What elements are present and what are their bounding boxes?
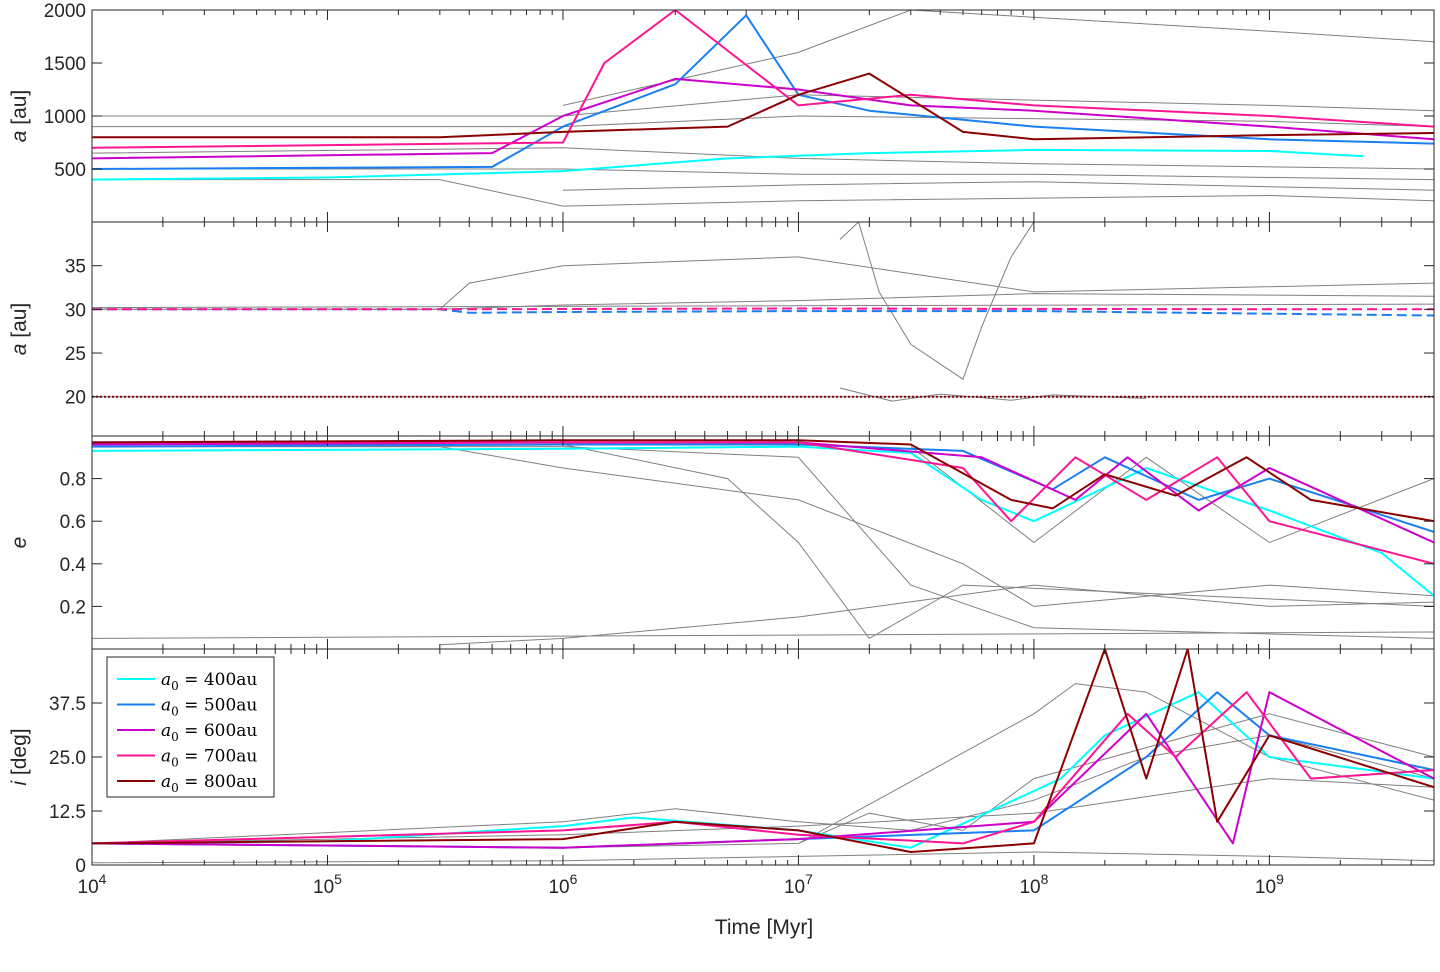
background-line-a_tno-6 — [562, 181, 1434, 191]
background-line-a_planets-5 — [839, 387, 1147, 402]
y-tick-label-a_planets-3: 35 — [65, 257, 86, 278]
x-tick-label-4: 108 — [1019, 871, 1048, 898]
legend-label-2: a0 = 600au — [161, 721, 257, 744]
y-tick-label-i-2: 25.0 — [49, 748, 86, 769]
plot-area-i — [92, 649, 1434, 864]
series-line-i-2 — [92, 691, 1434, 849]
background-line-e-0 — [92, 446, 1434, 607]
series-line-i-1 — [92, 691, 1434, 849]
y-tick-label-a_tno-2: 1500 — [44, 54, 86, 75]
y-tick-label-a_tno-0: 500 — [54, 160, 86, 181]
series-line-i-3 — [92, 691, 1434, 845]
plot-area-a_planets — [92, 222, 1434, 402]
y-tick-label-e-0: 0.2 — [60, 597, 86, 618]
y-axis-label-a_tno: a [au] — [8, 90, 31, 143]
background-line-e-1 — [92, 444, 1434, 640]
background-line-a_tno-2 — [92, 179, 1434, 207]
background-line-a_tno-1 — [92, 115, 1434, 128]
series-line-i-0 — [92, 691, 1434, 849]
series-line-i-4 — [92, 649, 1434, 853]
legend-label-0: a0 = 400au — [161, 670, 257, 693]
legend-label-3: a0 = 700au — [161, 747, 257, 770]
series-line-a_tno-4 — [92, 72, 1434, 141]
panel-a_tno: 500 1000 1500 2000 a [au] — [8, 1, 1435, 223]
x-tick-label-5: 109 — [1255, 871, 1284, 898]
series-line-e-2 — [92, 441, 1434, 544]
y-tick-label-a_tno-3: 2000 — [44, 1, 86, 22]
background-line-a_tno-0 — [92, 94, 1434, 117]
panel-e: 0.2 0.4 0.6 0.8 e — [8, 435, 1435, 650]
background-line-e-5 — [910, 446, 1434, 544]
y-tick-label-i-1: 12.5 — [49, 802, 86, 823]
background-line-a_tno-3 — [92, 168, 1434, 181]
x-tick-label-2: 106 — [548, 871, 577, 898]
x-axis-label: Time [Myr] — [715, 916, 813, 939]
series-line-a_tno-1 — [92, 14, 1434, 170]
background-line-i-1 — [92, 683, 1434, 849]
series-line-e-3 — [92, 441, 1434, 565]
y-tick-label-e-3: 0.8 — [60, 470, 86, 491]
panel-frame-i — [91, 648, 1435, 866]
x-tick-label-0: 104 — [78, 871, 107, 898]
background-line-a_tno-4 — [92, 147, 1434, 170]
legend-box — [106, 656, 275, 798]
background-line-a_planets-4 — [839, 222, 1035, 380]
background-line-e-2 — [92, 446, 1434, 639]
panel-frame-a_planets — [91, 221, 1435, 437]
x-axis: Time [Myr] 104 105 106 107 108 109 — [78, 871, 1285, 939]
background-line-i-3 — [92, 778, 1434, 844]
background-line-e-3 — [439, 584, 1434, 646]
plot-area-a_tno — [92, 10, 1434, 207]
y-axis-label-i: i [deg] — [8, 728, 31, 785]
background-line-i-2 — [92, 851, 1434, 864]
series-line-e-4 — [92, 439, 1434, 523]
legend-label-4: a0 = 800au — [161, 772, 257, 795]
panel-a_planets: 20 25 30 35 a [au] — [8, 221, 1435, 437]
background-line-a_planets-2 — [92, 303, 1434, 309]
x-tick-label-1: 105 — [313, 871, 342, 898]
series-line-a_planets-1 — [92, 307, 1434, 311]
panel-frame-e — [91, 435, 1435, 650]
series-line-a_tno-3 — [92, 10, 1434, 149]
plot-area-e — [92, 439, 1434, 646]
y-axis-label-a_planets: a [au] — [8, 303, 31, 356]
panel-i: 0 12.5 25.0 37.5 i [deg] — [8, 648, 1435, 877]
series-line-a_tno-0 — [92, 148, 1364, 181]
y-tick-label-e-1: 0.4 — [60, 555, 87, 576]
y-axis-label-e: e — [8, 537, 31, 549]
y-tick-label-e-2: 0.6 — [60, 512, 86, 533]
y-tick-label-a_planets-1: 25 — [65, 344, 86, 365]
y-tick-label-i-0: 0 — [75, 856, 86, 877]
background-line-i-4 — [798, 713, 1434, 844]
background-line-e-4 — [92, 631, 1434, 639]
y-tick-label-a_planets-2: 30 — [65, 300, 86, 321]
series-line-e-0 — [92, 445, 1434, 597]
background-line-a_tno-5 — [562, 10, 1434, 106]
y-tick-label-a_tno-1: 1000 — [44, 107, 86, 128]
y-tick-label-i-3: 37.5 — [49, 694, 86, 715]
series-line-a_tno-2 — [92, 77, 1434, 160]
x-tick-label-3: 107 — [784, 871, 813, 898]
series-line-e-1 — [92, 443, 1434, 533]
legend-label-1: a0 = 500au — [161, 696, 257, 719]
y-tick-label-a_planets-0: 20 — [65, 388, 86, 409]
